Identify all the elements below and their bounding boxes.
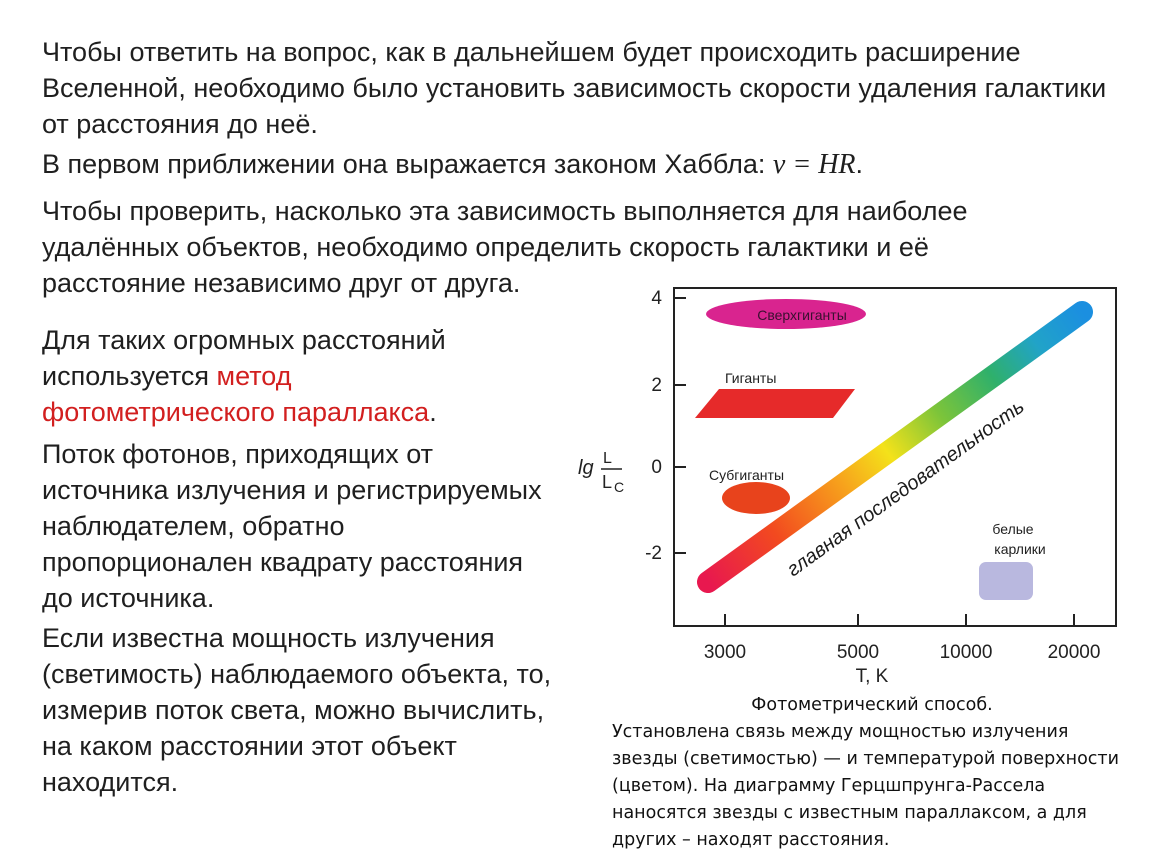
y-tick-label: -2 bbox=[645, 543, 662, 564]
white-dwarfs-label-line1: белые bbox=[992, 521, 1033, 537]
supergiants-label: Сверхгиганты bbox=[757, 307, 847, 323]
y-axis-denominator: L bbox=[602, 472, 612, 492]
hubble-law-text: В первом приближении она выражается зако… bbox=[42, 149, 773, 179]
white-dwarfs-region bbox=[979, 562, 1033, 600]
x-tick-label: 3000 bbox=[704, 642, 746, 663]
subgiants-label: Субгиганты bbox=[709, 467, 784, 483]
method-text: Для таких огромных расстояний использует… bbox=[42, 325, 446, 391]
main-sequence-band bbox=[697, 301, 1093, 593]
luminosity-paragraph: Если известна мощность излучения (светим… bbox=[42, 623, 552, 797]
x-tick-label: 10000 bbox=[940, 642, 993, 663]
x-tick-marks bbox=[724, 614, 1075, 626]
y-tick-marks bbox=[674, 297, 686, 554]
y-tick-label: 0 bbox=[651, 457, 662, 478]
x-tick-label: 20000 bbox=[1048, 642, 1101, 663]
subgiants-region bbox=[722, 482, 790, 514]
y-axis-numerator: L bbox=[603, 450, 612, 467]
giants-label: Гиганты bbox=[725, 370, 776, 386]
y-tick-label: 2 bbox=[651, 375, 662, 396]
diagram-caption: Фотометрический способ. Установлена связ… bbox=[612, 692, 1132, 854]
x-axis-label: T, K bbox=[856, 666, 889, 687]
method-end: . bbox=[429, 397, 437, 427]
x-tick-label: 5000 bbox=[837, 642, 879, 663]
method-highlight: метод фотометрического параллакса bbox=[42, 361, 430, 427]
method-paragraph: Для таких огромных расстояний использует… bbox=[42, 322, 522, 430]
y-tick-label: 4 bbox=[651, 288, 662, 309]
y-axis-label: lg L L C bbox=[578, 450, 624, 495]
supergiants-region bbox=[706, 299, 866, 329]
photon-flux-paragraph: Поток фотонов, приходящих от источника и… bbox=[42, 439, 542, 613]
verification-paragraph: Чтобы проверить, насколько эта зависимос… bbox=[42, 196, 968, 298]
hubble-formula: v = HR bbox=[772, 149, 856, 180]
intro-paragraph: Чтобы ответить на вопрос, как в дальнейш… bbox=[42, 37, 1107, 139]
white-dwarfs-label-line2: карлики bbox=[994, 541, 1045, 557]
hubble-law-paragraph: В первом приближении она выражается зако… bbox=[42, 146, 1112, 183]
caption-body: Установлена связь между мощностью излуче… bbox=[612, 722, 1119, 850]
caption-title: Фотометрический способ. bbox=[751, 695, 993, 715]
hubble-law-end: . bbox=[855, 149, 864, 179]
y-axis-subscript: C bbox=[614, 479, 624, 495]
y-axis-prefix: lg bbox=[578, 457, 594, 479]
giants-region bbox=[695, 389, 855, 418]
